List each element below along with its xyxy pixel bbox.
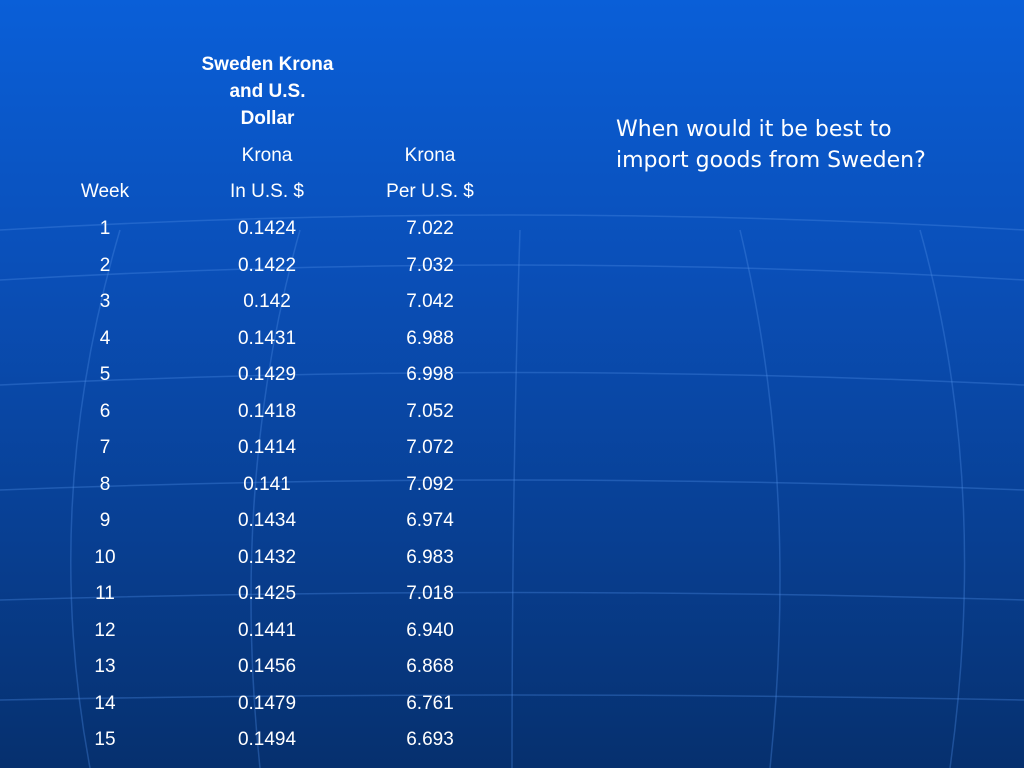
krona-per-usd-cell: 7.032 bbox=[406, 255, 454, 276]
krona-in-usd-cell: 0.141 bbox=[243, 474, 291, 495]
krona-in-usd-cell: 0.1456 bbox=[237, 656, 297, 677]
table-title-line: Dollar bbox=[240, 108, 295, 129]
column-header-per-line1: Krona bbox=[404, 145, 456, 166]
krona-in-usd-cell: 0.1425 bbox=[237, 583, 297, 604]
column-header-usd-line1: Krona bbox=[241, 145, 293, 166]
krona-per-usd-cell: 7.042 bbox=[406, 291, 454, 312]
krona-per-usd-cell: 6.868 bbox=[406, 656, 454, 677]
krona-in-usd-cell: 0.1441 bbox=[237, 620, 297, 641]
question-text: When would it be best to import goods fr… bbox=[616, 117, 926, 173]
krona-in-usd-cell: 0.1414 bbox=[237, 437, 297, 458]
krona-per-usd-cell: 6.988 bbox=[406, 328, 454, 349]
krona-in-usd-cell: 0.1422 bbox=[237, 255, 297, 276]
krona-per-usd-cell: 6.940 bbox=[406, 620, 454, 641]
week-cell: 10 bbox=[94, 547, 116, 568]
krona-per-usd-cell: 7.018 bbox=[406, 583, 454, 604]
krona-per-usd-cell: 6.693 bbox=[406, 729, 454, 750]
week-cell: 15 bbox=[94, 729, 116, 750]
week-cell: 9 bbox=[99, 510, 111, 531]
krona-in-usd-cell: 0.1424 bbox=[237, 218, 297, 239]
krona-in-usd-cell: 0.1429 bbox=[237, 364, 297, 385]
krona-per-usd-cell: 7.022 bbox=[406, 218, 454, 239]
column-header-week: Week bbox=[80, 181, 130, 202]
krona-per-usd-cell: 7.072 bbox=[406, 437, 454, 458]
column-header-per-line2: Per U.S. $ bbox=[386, 181, 474, 202]
krona-in-usd-cell: 0.1494 bbox=[237, 729, 297, 750]
krona-per-usd-cell: 6.998 bbox=[406, 364, 454, 385]
week-cell: 11 bbox=[95, 583, 115, 604]
krona-in-usd-cell: 0.1418 bbox=[237, 401, 297, 422]
krona-per-usd-cell: 6.974 bbox=[406, 510, 454, 531]
table-title-line: Sweden Krona bbox=[201, 54, 334, 75]
krona-per-usd-cell: 6.983 bbox=[406, 547, 454, 568]
week-cell: 8 bbox=[99, 474, 111, 495]
krona-in-usd-cell: 0.1434 bbox=[237, 510, 297, 531]
krona-in-usd-cell: 0.1432 bbox=[237, 547, 297, 568]
krona-per-usd-cell: 6.761 bbox=[406, 693, 454, 714]
krona-per-usd-cell: 7.052 bbox=[406, 401, 454, 422]
krona-in-usd-cell: 0.1479 bbox=[237, 693, 297, 714]
krona-per-usd-cell: 7.092 bbox=[406, 474, 454, 495]
krona-in-usd-cell: 0.1431 bbox=[237, 328, 297, 349]
week-cell: 1 bbox=[99, 218, 111, 239]
week-cell: 6 bbox=[99, 401, 111, 422]
week-cell: 12 bbox=[94, 620, 116, 641]
week-cell: 7 bbox=[99, 437, 111, 458]
krona-in-usd-cell: 0.142 bbox=[243, 291, 291, 312]
week-cell: 3 bbox=[99, 291, 111, 312]
week-cell: 2 bbox=[99, 255, 111, 276]
week-cell: 4 bbox=[99, 328, 111, 349]
week-cell: 5 bbox=[99, 364, 111, 385]
column-header-usd-line2: In U.S. $ bbox=[230, 181, 304, 202]
week-cell: 13 bbox=[94, 656, 116, 677]
week-cell: 14 bbox=[94, 693, 116, 714]
table-title: Sweden Krona and U.S. Dollar bbox=[185, 51, 350, 132]
table-title-line: and U.S. bbox=[229, 81, 306, 102]
